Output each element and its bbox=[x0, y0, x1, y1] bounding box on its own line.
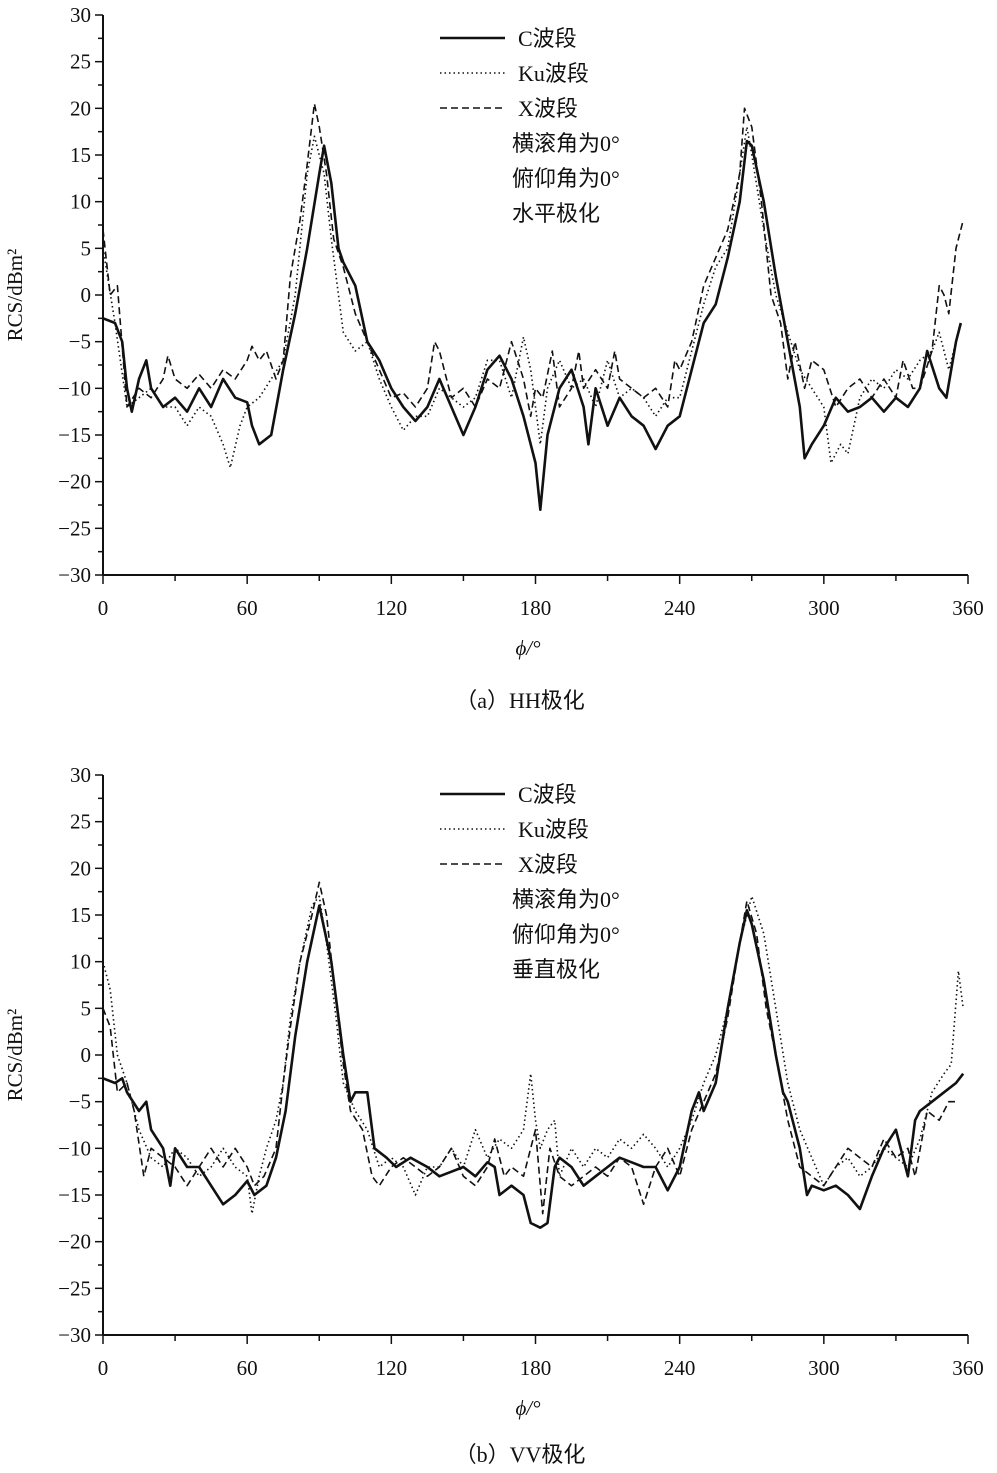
y-tick-label: −10 bbox=[58, 1136, 91, 1160]
x-tick-label: 180 bbox=[520, 1356, 552, 1380]
series-line-dashed bbox=[102, 102, 964, 418]
legend-label: X波段 bbox=[518, 96, 578, 121]
x-axis-label: ϕ/° bbox=[515, 1396, 541, 1420]
x-tick-label: 360 bbox=[952, 596, 984, 620]
y-tick-label: −15 bbox=[58, 423, 91, 447]
legend-label: C波段 bbox=[518, 782, 577, 807]
annotation-text: 垂直极化 bbox=[512, 957, 600, 982]
annotation-text: 水平极化 bbox=[512, 201, 600, 226]
y-tick-label: −25 bbox=[58, 1276, 91, 1300]
series-line-dashed bbox=[102, 881, 956, 1215]
y-tick-label: 10 bbox=[70, 190, 91, 214]
x-axis-label: ϕ/° bbox=[515, 636, 541, 660]
x-tick-label: 180 bbox=[520, 596, 552, 620]
series-line-dotted bbox=[102, 895, 964, 1215]
y-tick-label: −15 bbox=[58, 1183, 91, 1207]
y-tick-label: 15 bbox=[70, 143, 91, 167]
annotation-text: 横滚角为0° bbox=[512, 887, 620, 912]
y-tick-label: 25 bbox=[70, 810, 91, 834]
y-tick-label: −20 bbox=[58, 470, 91, 494]
series-line-dotted bbox=[102, 126, 957, 469]
y-tick-label: 0 bbox=[81, 283, 92, 307]
legend-label: X波段 bbox=[518, 852, 578, 877]
y-tick-label: −5 bbox=[69, 330, 91, 354]
y-tick-label: 20 bbox=[70, 856, 91, 880]
y-tick-label: 30 bbox=[70, 3, 91, 27]
y-tick-label: 5 bbox=[81, 996, 92, 1020]
annotation-text: 俯仰角为0° bbox=[512, 166, 620, 191]
annotation-text: 横滚角为0° bbox=[512, 131, 620, 156]
y-tick-label: 30 bbox=[70, 763, 91, 787]
x-tick-label: 120 bbox=[376, 1356, 408, 1380]
x-tick-label: 120 bbox=[376, 596, 408, 620]
y-tick-label: −30 bbox=[58, 1323, 91, 1347]
legend-label: Ku波段 bbox=[518, 61, 589, 86]
chart-panel-1: 30 25 20 15 10 5 0 −5 −10 −15 −20 −25 −30 0 60 120 180 24… bbox=[3, 763, 984, 1467]
y-tick-label: 5 bbox=[81, 236, 92, 260]
figure-caption: （b）VV极化 bbox=[455, 1442, 586, 1467]
x-tick-label: 240 bbox=[664, 596, 696, 620]
y-axis-label: RCS/dBm² bbox=[3, 249, 27, 342]
y-tick-label: 20 bbox=[70, 96, 91, 120]
x-tick-label: 60 bbox=[237, 596, 258, 620]
y-tick-label: −10 bbox=[58, 376, 91, 400]
x-tick-label: 300 bbox=[808, 1356, 840, 1380]
y-tick-label: 0 bbox=[81, 1043, 92, 1067]
legend-label: C波段 bbox=[518, 26, 577, 51]
series-line-solid bbox=[102, 904, 965, 1229]
y-tick-label: 25 bbox=[70, 50, 91, 74]
figure-caption: （a）HH极化 bbox=[455, 688, 585, 713]
y-tick-label: −25 bbox=[58, 516, 91, 540]
x-tick-label: 0 bbox=[98, 596, 109, 620]
y-axis-label: RCS/dBm² bbox=[3, 1009, 27, 1102]
x-tick-label: 0 bbox=[98, 1356, 109, 1380]
y-tick-label: 10 bbox=[70, 950, 91, 974]
y-tick-label: 15 bbox=[70, 903, 91, 927]
y-tick-label: −20 bbox=[58, 1230, 91, 1254]
x-tick-label: 360 bbox=[952, 1356, 984, 1380]
series-line-solid bbox=[102, 139, 963, 511]
x-tick-label: 300 bbox=[808, 596, 840, 620]
y-tick-label: −5 bbox=[69, 1090, 91, 1114]
chart-panel-0: 30 25 20 15 10 5 0 −5 −10 −15 −20 −25 −30 0 60 120 180 24… bbox=[3, 3, 984, 713]
x-tick-label: 60 bbox=[237, 1356, 258, 1380]
legend-label: Ku波段 bbox=[518, 817, 589, 842]
y-tick-label: −30 bbox=[58, 563, 91, 587]
annotation-text: 俯仰角为0° bbox=[512, 922, 620, 947]
x-tick-label: 240 bbox=[664, 1356, 696, 1380]
